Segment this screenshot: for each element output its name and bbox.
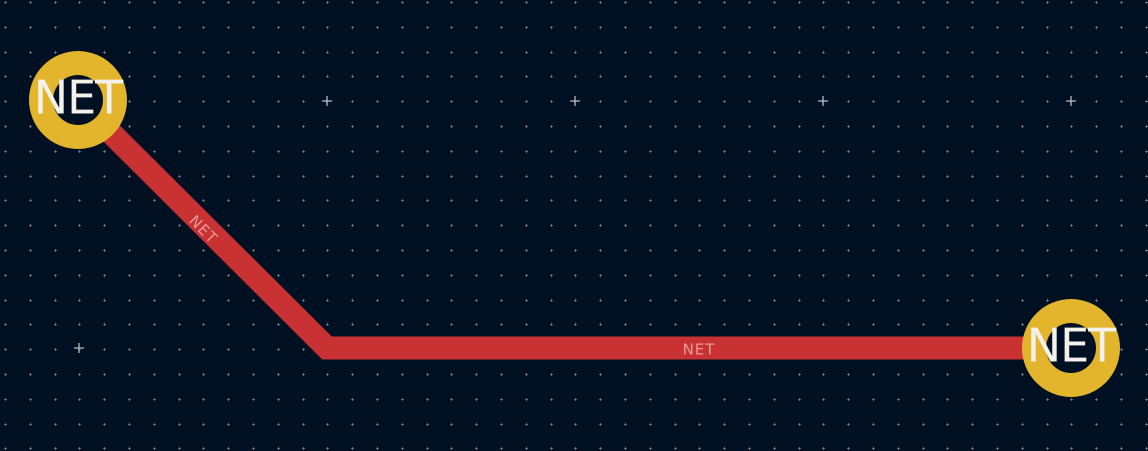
trace-segment-label-horizontal: NET <box>683 341 716 359</box>
grid-cross-marker <box>1066 96 1076 106</box>
trace[interactable]: NET NET <box>69 91 1072 360</box>
grid-cross-marker <box>74 343 84 353</box>
grid-cross-marker <box>322 96 332 106</box>
grid-origin-markers <box>74 96 1076 353</box>
trace-segment-path[interactable] <box>69 91 1072 360</box>
pad-1[interactable]: NET <box>29 51 127 149</box>
pad-2-net-label: NET <box>1027 319 1117 373</box>
grid-cross-marker <box>818 96 828 106</box>
grid-cross-marker <box>570 96 580 106</box>
pad-2-drill-hole <box>1046 323 1096 373</box>
pad-1-net-label: NET <box>34 71 124 125</box>
pad-1-drill-hole <box>53 75 103 125</box>
pad-2[interactable]: NET <box>1022 299 1120 397</box>
